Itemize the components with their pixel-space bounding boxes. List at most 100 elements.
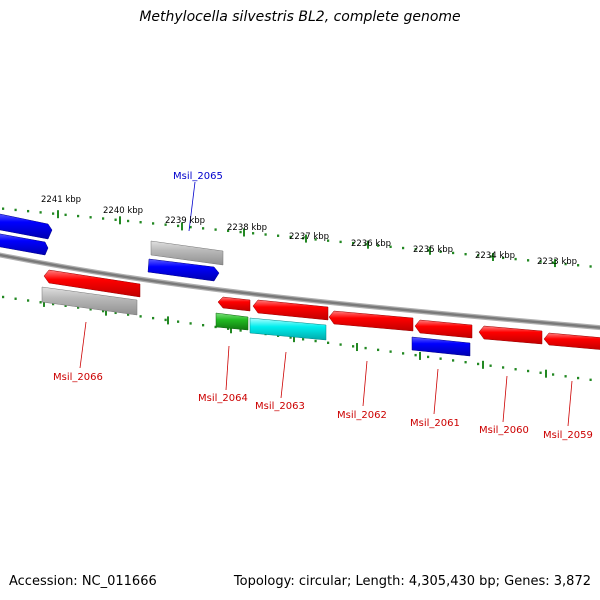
minor-tick	[227, 229, 230, 233]
minor-tick	[389, 350, 392, 353]
callout-line	[502, 375, 508, 423]
gene-label[interactable]: Msil_2061	[410, 418, 460, 429]
minor-tick	[539, 371, 542, 374]
tick-label: 2239 kbp	[165, 216, 205, 226]
minor-tick	[414, 248, 417, 251]
tick-label: 2234 kbp	[475, 251, 515, 261]
minor-tick	[127, 219, 130, 223]
minor-tick	[39, 211, 42, 214]
minor-tick	[464, 360, 467, 364]
minor-tick	[589, 378, 592, 382]
minor-tick	[514, 368, 517, 371]
gene-feature-pseudo[interactable]	[41, 286, 138, 316]
gene-label[interactable]: Msil_2060	[479, 425, 529, 436]
minor-tick	[289, 336, 292, 339]
minor-tick	[302, 338, 305, 341]
gene-label[interactable]: Msil_2064	[198, 393, 248, 404]
gene-feature-reverse[interactable]	[0, 213, 53, 240]
minor-tick	[239, 230, 242, 234]
minor-tick	[364, 346, 367, 350]
tick-label: 2233 kbp	[537, 257, 577, 267]
gene-features	[0, 213, 600, 357]
genome-summary: Topology: circular; Length: 4,305,430 bp…	[233, 574, 591, 589]
gene-feature-rna[interactable]	[215, 312, 249, 331]
minor-tick	[377, 348, 380, 352]
minor-tick	[152, 222, 155, 225]
minor-tick	[589, 265, 592, 268]
minor-tick	[189, 322, 192, 325]
callout-line	[567, 380, 573, 427]
gene-feature-forward[interactable]	[43, 269, 141, 298]
gene-callouts	[79, 181, 573, 427]
gene-feature-forward[interactable]	[543, 332, 600, 350]
minor-tick	[439, 250, 442, 253]
gene-label[interactable]: Msil_2059	[543, 430, 593, 441]
minor-tick	[552, 261, 555, 264]
gene-feature-pseudo[interactable]	[150, 240, 224, 266]
minor-tick	[102, 309, 105, 313]
minor-tick	[27, 209, 30, 213]
gene-feature-forward[interactable]	[414, 319, 473, 339]
tick-label: 2236 kbp	[351, 239, 391, 249]
minor-tick	[352, 345, 355, 348]
minor-tick	[2, 295, 5, 299]
gene-label[interactable]: Msil_2065	[173, 171, 223, 182]
minor-tick	[489, 364, 492, 367]
minor-tick	[564, 262, 567, 266]
minor-tick	[339, 343, 342, 346]
gene-label[interactable]: Msil_2063	[255, 401, 305, 412]
gene-feature-reverse[interactable]	[147, 258, 220, 282]
genome-backbone-line	[0, 253, 600, 329]
minor-tick	[2, 207, 5, 210]
minor-tick	[364, 243, 367, 246]
minor-tick	[164, 223, 167, 226]
tick-label: 2240 kbp	[103, 206, 143, 216]
minor-tick	[14, 208, 17, 212]
minor-tick	[327, 239, 330, 242]
gene-feature-forward[interactable]	[217, 296, 251, 312]
callout-line	[79, 321, 87, 369]
minor-tick	[464, 252, 467, 256]
gene-label[interactable]: Msil_2066	[53, 372, 103, 383]
minor-tick	[114, 311, 117, 315]
gene-feature-forward[interactable]	[478, 325, 543, 345]
minor-tick	[289, 235, 292, 239]
minor-tick	[552, 373, 555, 376]
minor-tick	[164, 318, 167, 322]
minor-tick	[577, 264, 580, 267]
minor-tick	[452, 251, 455, 255]
minor-tick	[177, 224, 180, 228]
tick-label: 2241 kbp	[41, 195, 81, 205]
tick-labels: 2241 kbp 2240 kbp 2239 kbp 2238 kbp 2237 kbp…	[41, 195, 577, 267]
gene-feature-misc[interactable]	[249, 317, 327, 341]
minor-tick	[127, 313, 130, 316]
minor-tick	[139, 315, 142, 318]
minor-tick	[389, 245, 392, 249]
minor-tick	[264, 233, 267, 236]
minor-tick	[114, 218, 117, 221]
minor-tick	[564, 375, 567, 378]
accession-label: Accession: NC_011666	[9, 574, 157, 589]
minor-tick	[502, 256, 505, 260]
minor-tick	[439, 357, 442, 360]
minor-tick	[64, 213, 67, 217]
gene-feature-forward[interactable]	[252, 299, 329, 321]
minor-tick	[452, 359, 455, 362]
minor-tick	[52, 212, 55, 215]
minor-tick	[239, 329, 242, 332]
minor-tick	[102, 217, 105, 220]
gene-feature-forward[interactable]	[328, 310, 414, 332]
minor-tick	[527, 259, 530, 262]
minor-tick	[77, 306, 80, 309]
minor-tick	[89, 308, 92, 311]
gene-feature-reverse[interactable]	[0, 233, 49, 256]
minor-tick	[427, 249, 430, 252]
gene-label[interactable]: Msil_2062	[337, 410, 387, 421]
minor-tick	[352, 241, 355, 245]
minor-tick	[77, 214, 80, 218]
gene-feature-reverse[interactable]	[411, 336, 471, 357]
callout-line	[280, 351, 287, 399]
minor-tick	[314, 339, 317, 343]
minor-tick	[527, 369, 530, 373]
